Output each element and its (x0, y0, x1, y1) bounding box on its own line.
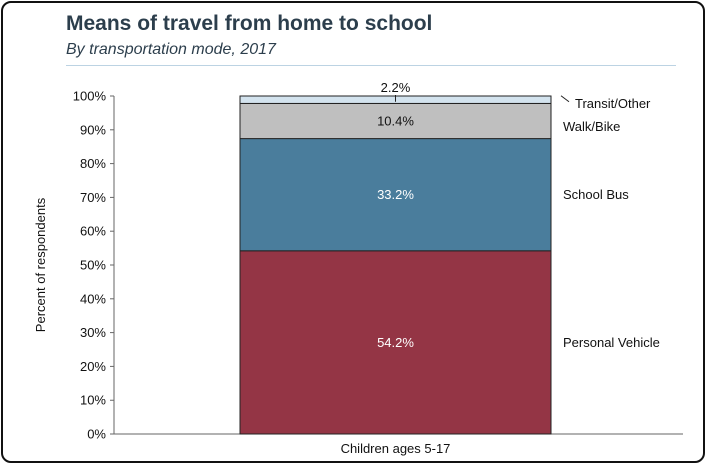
chart-title: Means of travel from home to school (66, 12, 433, 35)
data-label: 2.2% (381, 80, 411, 95)
series-label: Personal Vehicle (563, 335, 660, 350)
series-label: Walk/Bike (563, 119, 620, 134)
y-tick-label: 40% (80, 291, 106, 306)
data-label: 33.2% (377, 187, 414, 202)
bar-segment-school-bus (239, 138, 552, 252)
y-tick-label: 90% (80, 122, 106, 137)
y-axis-label: Percent of respondents (33, 197, 48, 332)
bar-segment-walk-bike (239, 102, 552, 140)
y-tick-label: 30% (80, 325, 106, 340)
chart-subtitle: By transportation mode, 2017 (66, 41, 276, 58)
y-tick-label: 10% (80, 393, 106, 408)
series-label: Transit/Other (575, 96, 651, 111)
title-divider (66, 65, 676, 66)
y-tick-label: 70% (80, 190, 106, 205)
y-tick-label: 20% (80, 359, 106, 374)
y-tick-label: 100% (73, 89, 107, 104)
stacked-bar-chart: 0% 10% 20% 30% 40% 50% 60% 70% 80% 90% 100% Percent… (33, 80, 683, 456)
series-label-leader (560, 95, 570, 103)
series-label: School Bus (563, 187, 629, 202)
bar-segment-personal-vehicle (239, 250, 552, 435)
y-tick-label: 0% (87, 427, 106, 442)
y-tick-label: 60% (80, 224, 106, 239)
y-tick-label: 80% (80, 156, 106, 171)
data-label: 54.2% (377, 335, 414, 350)
x-category-label: Children ages 5-17 (341, 441, 451, 456)
y-tick-label: 50% (80, 258, 106, 273)
data-label: 10.4% (377, 114, 414, 129)
